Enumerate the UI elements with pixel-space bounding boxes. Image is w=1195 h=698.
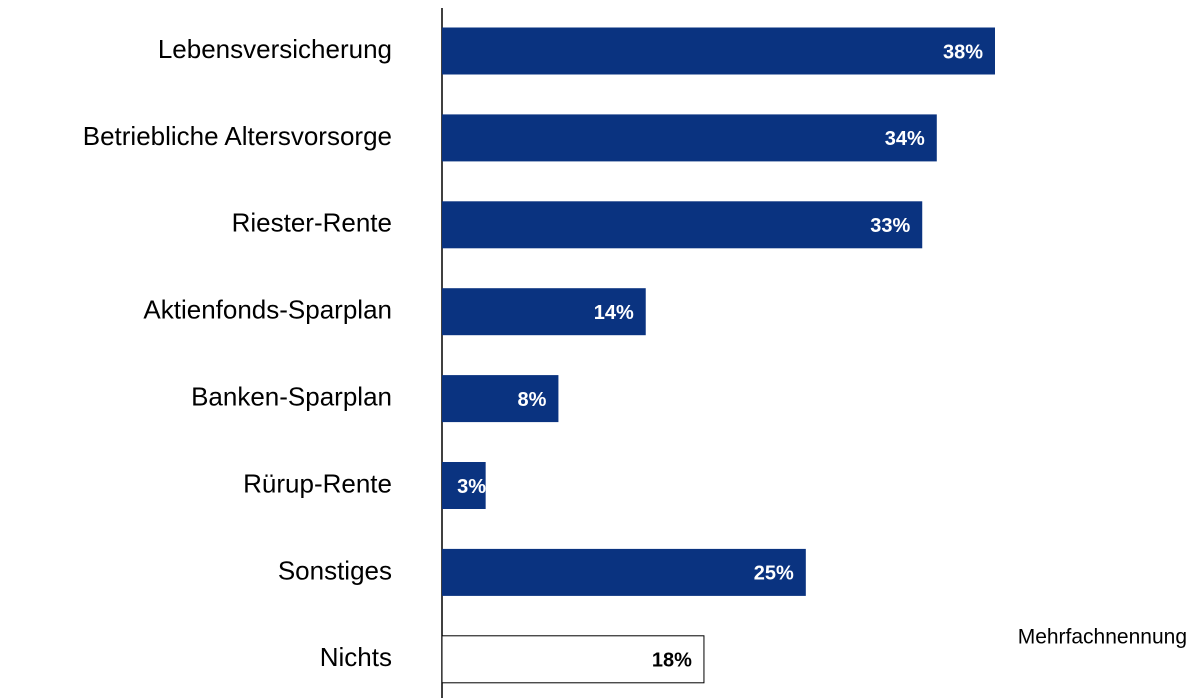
bar [442,462,486,509]
value-label: 18% [652,650,692,672]
category-label: Rürup-Rente [243,468,392,498]
category-label: Betriebliche Altersvorsorge [83,121,392,151]
bar [442,375,559,423]
value-label: 38% [943,41,983,63]
category-label: Lebensversicherung [158,34,392,64]
bar [442,201,923,249]
bar [441,635,705,684]
category-label: Nichts [320,642,392,672]
value-label: 3% [457,476,486,498]
bar [442,114,937,162]
category-label: Aktienfonds-Sparplan [143,295,392,325]
value-label: 8% [518,389,547,411]
bar [442,548,806,596]
bar [442,288,646,336]
value-label: 25% [754,563,794,585]
category-label: Sonstiges [278,555,392,585]
value-label: 33% [870,215,910,237]
value-label: 14% [594,302,634,324]
category-label: Banken-Sparplan [191,381,392,411]
value-label: 34% [885,128,925,150]
category-label: Riester-Rente [232,208,392,238]
annotation: Mehrfachnennung [1018,626,1187,649]
bar [442,27,995,75]
